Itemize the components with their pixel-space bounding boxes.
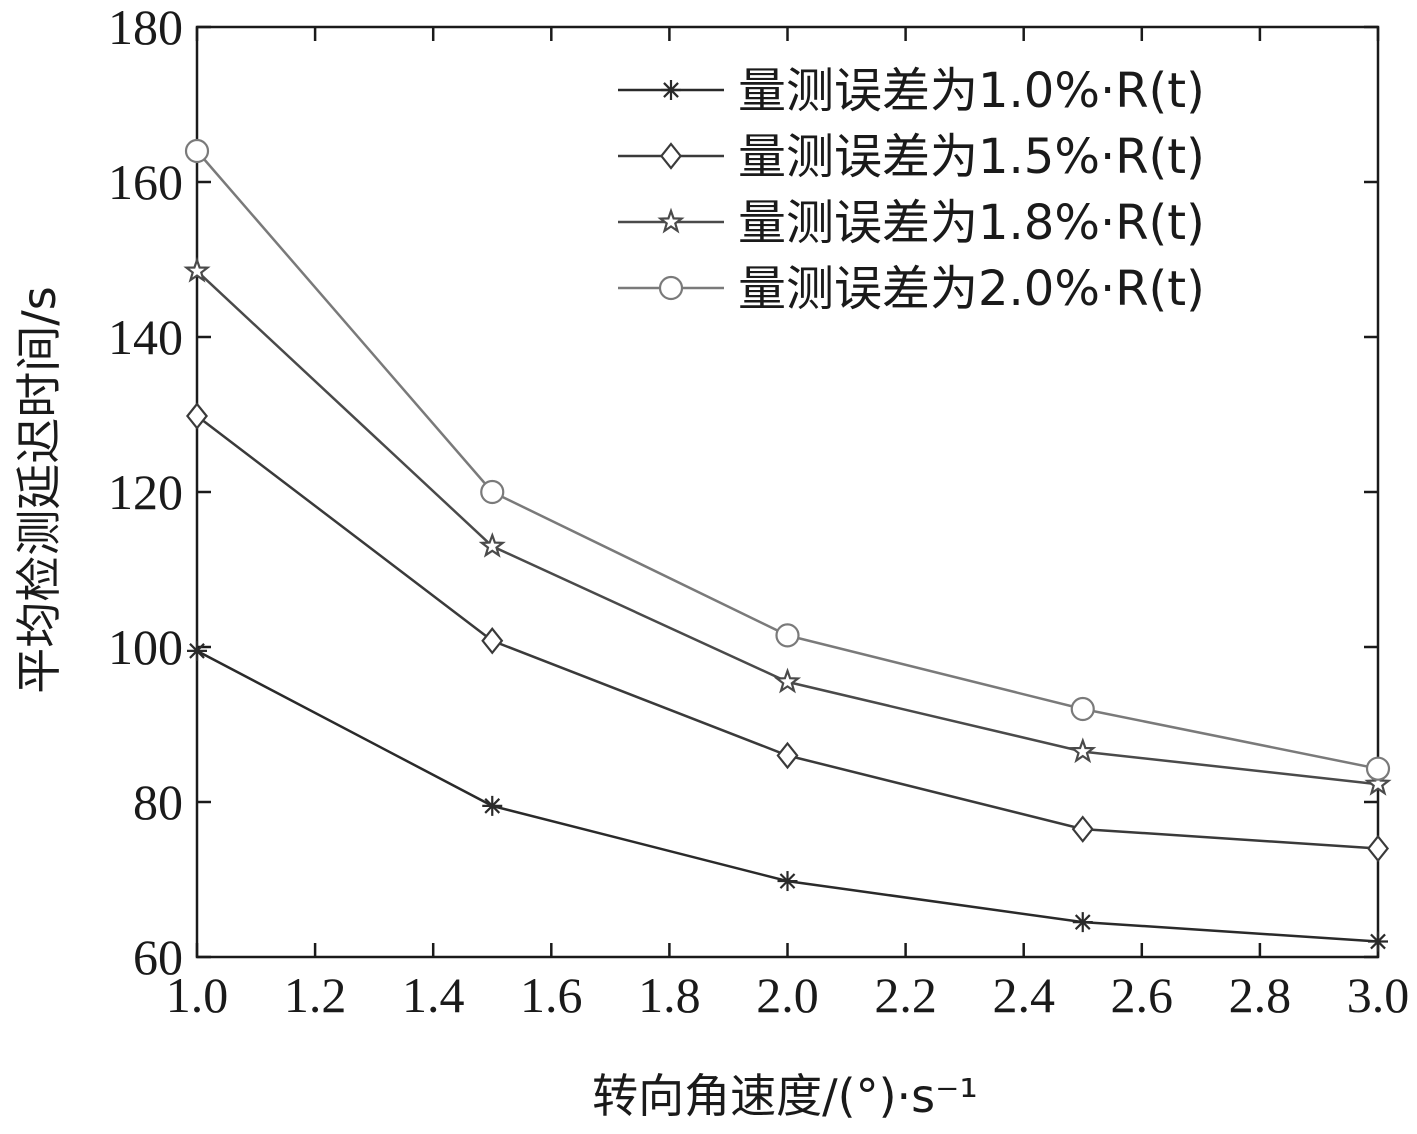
series-line [196,270,1379,786]
legend-label: 量测误差为1.0%·R(t) [738,63,1205,119]
legend-marker [659,142,683,170]
x-tick-label: 2.2 [874,967,937,1023]
legend-label: 量测误差为1.8%·R(t) [738,195,1205,251]
series-2 [185,402,1390,863]
data-point [1069,737,1097,764]
x-tick-label: 2.8 [1229,967,1292,1023]
x-tick-label: 1.0 [166,967,229,1023]
legend: 量测误差为1.0%·R(t) 量测误差为1.5%·R(t) 量测误差为1.8%·R(… [618,63,1205,317]
data-point [1071,815,1094,843]
y-tick-label: 120 [108,464,183,520]
data-point [776,741,799,770]
y-axis-title: 平均检测延迟时间/s [12,286,66,693]
x-tick-label: 1.2 [284,967,347,1023]
x-axis-title: 转向角速度/(°)·s⁻¹ [592,1069,978,1123]
data-point [187,640,207,661]
y-tick-label: 80 [133,774,183,830]
legend-label: 量测误差为1.5%·R(t) [738,129,1205,185]
y-tick-label: 160 [108,154,183,210]
x-tick-label: 1.8 [638,967,701,1023]
y-tick-label: 60 [133,929,183,985]
data-point [478,532,506,558]
x-tick-label: 3.0 [1347,967,1410,1023]
x-tick-label: 2.6 [1111,967,1174,1023]
series-3 [183,256,1392,796]
data-point [1364,769,1392,796]
legend-item: 量测误差为1.5%·R(t) [618,129,1205,185]
x-tick-label: 2.4 [992,967,1055,1023]
data-point [480,479,505,505]
legend-label: 量测误差为2.0%·R(t) [738,261,1205,317]
data-point [1070,696,1095,722]
axes: 1.0 1.2 1.4 1.6 1.8 2.0 2.2 2.4 2.6 2.8 3.0 60 80 100… [108,0,1409,1023]
series-line [196,649,1379,943]
legend-item: 量测误差为2.0%·R(t) [618,261,1205,317]
series-4 [184,138,1391,781]
data-point [1368,931,1388,952]
data-point [183,256,211,283]
data-point [185,402,209,430]
data-point [1366,834,1390,863]
series-1 [187,640,1388,952]
data-point [482,795,503,816]
data-point [777,871,798,892]
data-point [773,667,802,694]
y-tick-label: 180 [108,0,183,55]
legend-marker [661,80,681,100]
legend-marker [658,275,684,301]
data-point [775,623,800,648]
legend-item: 量测误差为1.8%·R(t) [618,195,1205,251]
legend-marker [657,207,685,234]
data-point [1365,756,1391,781]
data-point [1072,912,1093,933]
y-tick-label: 140 [108,309,183,365]
y-tick-label: 100 [108,619,183,675]
legend-item: 量测误差为1.0%·R(t) [618,63,1205,119]
data-point [481,627,504,655]
x-tick-label: 1.6 [520,967,583,1023]
series-layer [183,138,1392,952]
x-tick-label: 2.0 [756,967,819,1023]
data-point [184,138,210,164]
x-tick-label: 1.4 [402,967,465,1023]
